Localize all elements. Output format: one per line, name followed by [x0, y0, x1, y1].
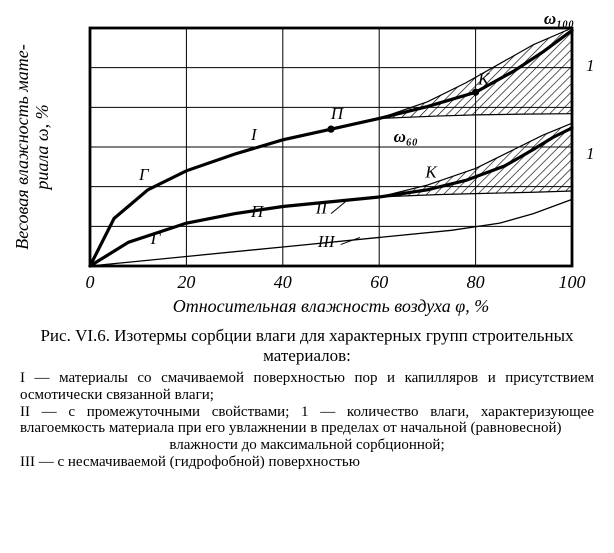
svg-text:К: К	[477, 69, 491, 88]
svg-text:II: II	[315, 199, 329, 218]
svg-text:П: П	[250, 202, 265, 221]
legend-item-I: I — материалы со смачиваемой поверхность…	[20, 370, 594, 404]
legend-item-II-1: II — с промежуточными свойствами; 1 — ко…	[20, 404, 594, 438]
svg-text:ω₁₀₀: ω₁₀₀	[544, 9, 574, 28]
figure-caption: Рис. VI.6. Изотермы сорбции влаги для ха…	[20, 326, 594, 366]
svg-text:III: III	[317, 232, 336, 251]
sorption-isotherm-chart: 0 20 40 60 80 100 Относительная влажность возд…	[12, 6, 602, 316]
svg-text:60: 60	[370, 272, 388, 292]
svg-text:1: 1	[586, 56, 595, 75]
svg-text:100: 100	[559, 272, 586, 292]
svg-text:80: 80	[467, 272, 485, 292]
legend-item-II-1b: влажности до максимальной сорбционной;	[20, 437, 594, 454]
svg-text:Г: Г	[150, 229, 162, 248]
caption-text: Изотермы сорбции влаги для характерных г…	[114, 326, 573, 365]
figure-legend: I — материалы со смачиваемой поверхность…	[20, 370, 594, 471]
svg-text:1: 1	[586, 144, 595, 163]
svg-text:40: 40	[274, 272, 292, 292]
svg-text:0: 0	[86, 272, 95, 292]
svg-text:ω₆₀: ω₆₀	[394, 127, 418, 146]
chart-area: 0 20 40 60 80 100 Относительная влажность возд…	[12, 6, 602, 316]
svg-text:I: I	[250, 125, 258, 144]
svg-text:Относительная влажность воздух: Относительная влажность воздуха φ, %	[173, 296, 489, 316]
svg-text:Весовая влажность мате-риала: Весовая влажность мате-риала ω, %	[12, 44, 52, 250]
figure-page: 0 20 40 60 80 100 Относительная влажность возд…	[0, 0, 614, 553]
svg-text:П: П	[330, 104, 345, 123]
svg-text:Г: Г	[138, 165, 150, 184]
caption-number: Рис. VI.6.	[40, 326, 110, 345]
svg-text:20: 20	[177, 272, 195, 292]
svg-text:К: К	[424, 162, 438, 181]
legend-item-III: III — с несмачиваемой (гидрофобной) пове…	[20, 454, 594, 471]
